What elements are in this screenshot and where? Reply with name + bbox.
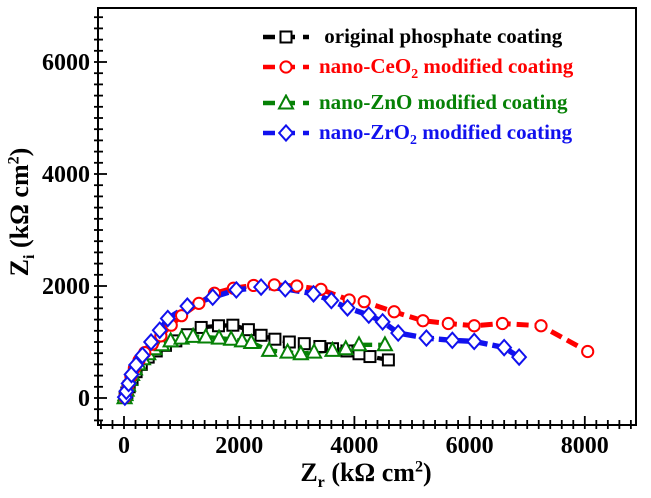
legend-glyph-diamond [263, 123, 309, 142]
diamond-marker [134, 346, 151, 365]
legend-glyph-square [263, 30, 309, 43]
y-axis-unit-pre: (kΩ cm [5, 164, 34, 255]
square-marker [279, 30, 293, 43]
diamond-marker [466, 332, 483, 351]
y-axis-symbol: Z [5, 259, 34, 277]
circle-marker [357, 295, 371, 309]
triangle-up-marker [305, 342, 323, 359]
circle-marker [175, 309, 189, 323]
circle-marker [581, 344, 595, 359]
legend-label: original phosphate coating [324, 24, 563, 48]
legend: original phosphate coating nano-CeO2 mod… [262, 22, 573, 147]
triangle-up-marker [350, 335, 368, 352]
x-axis-subscript: r [317, 474, 325, 492]
square-marker [268, 332, 282, 346]
y-tick-label: 2000 [42, 274, 90, 300]
triangle-up-marker [184, 326, 202, 343]
y-tick-label: 4000 [42, 162, 90, 188]
triangle-up-marker [278, 342, 297, 359]
x-axis-symbol: Z [300, 458, 318, 487]
diamond-marker [510, 348, 528, 367]
diamond-marker [444, 331, 461, 350]
legend-item-nano-zno: nano-ZnO modified coating [262, 88, 573, 117]
triangle-up-marker [260, 340, 278, 357]
triangle-up-marker [337, 339, 355, 356]
triangle-up-marker [197, 327, 215, 344]
square-marker [194, 320, 208, 334]
diamond-marker [159, 309, 176, 328]
x-axis-unit-pre: (kΩ cm [324, 458, 415, 487]
circle-marker [267, 278, 281, 292]
circle-marker [441, 316, 455, 331]
square-marker [254, 328, 268, 342]
square-marker [381, 353, 395, 367]
diamond-marker [142, 332, 160, 352]
triangle-up-marker [172, 328, 191, 345]
square-marker [226, 318, 240, 332]
axes-frame [97, 7, 637, 426]
circle-marker [534, 319, 548, 333]
diamond-marker [323, 291, 340, 310]
circle-marker [279, 59, 293, 74]
diamond-marker [496, 338, 513, 357]
x-axis-unit-post: ) [423, 458, 432, 487]
y-tick-label: 6000 [42, 50, 90, 76]
triangle-up-marker [222, 329, 240, 346]
x-tick-label: 4000 [330, 433, 378, 459]
x-tick-label: 2000 [215, 433, 263, 459]
diamond-marker [277, 279, 294, 298]
x-axis-superscript: 2 [414, 458, 424, 476]
circle-marker [495, 316, 510, 331]
diamond-marker [418, 328, 435, 348]
legend-label: nano-ZrO2 modified coating [319, 120, 573, 148]
circle-marker [467, 319, 481, 333]
circle-marker [192, 296, 206, 310]
triangle-up-marker [323, 340, 342, 357]
legend-item-original-phosphate: original phosphate coating [262, 22, 573, 51]
circle-marker [290, 279, 304, 293]
x-tick-label: 0 [118, 433, 130, 459]
diamond-marker [228, 280, 245, 300]
y-axis-superscript: 2 [5, 156, 23, 165]
x-tick-label: 8000 [561, 433, 609, 459]
diamond-marker [339, 298, 356, 317]
y-axis-label: Zi (kΩ cm2) [5, 82, 39, 342]
y-tick-label: 0 [78, 386, 90, 412]
x-axis-label: Zr (kΩ cm2) [216, 458, 516, 492]
diamond-marker [360, 306, 377, 325]
legend-glyph-circle [263, 59, 309, 74]
legend-item-nano-ceo2: nano-CeO2 modified coating [262, 52, 573, 81]
y-axis-subscript: i [21, 254, 39, 260]
square-marker [363, 350, 377, 364]
square-marker [297, 337, 311, 351]
legend-glyph-triangle [263, 93, 309, 109]
triangle-up-marker [233, 331, 251, 348]
diamond-marker [151, 321, 168, 340]
x-tick-label: 6000 [446, 433, 494, 459]
diamond-marker [390, 323, 407, 343]
diamond-marker [374, 312, 391, 331]
circle-marker [416, 314, 430, 328]
square-marker [241, 323, 255, 337]
triangle-up-marker [292, 344, 310, 361]
diamond-marker [204, 288, 221, 307]
legend-label: nano-CeO2 modified coating [319, 54, 574, 82]
legend-item-nano-zro2: nano-ZrO2 modified coating [262, 118, 573, 147]
diamond-marker [305, 284, 322, 303]
triangle-up-marker [210, 328, 228, 345]
triangle-up-marker [277, 93, 295, 109]
circle-marker [387, 305, 401, 319]
diamond-marker [252, 278, 270, 297]
diamond-marker [179, 297, 196, 316]
legend-label: nano-ZnO modified coating [319, 90, 568, 114]
triangle-up-marker [376, 335, 394, 352]
diamond-marker [277, 123, 295, 142]
y-axis-unit-post: ) [5, 147, 34, 157]
triangle-up-marker [242, 332, 260, 350]
